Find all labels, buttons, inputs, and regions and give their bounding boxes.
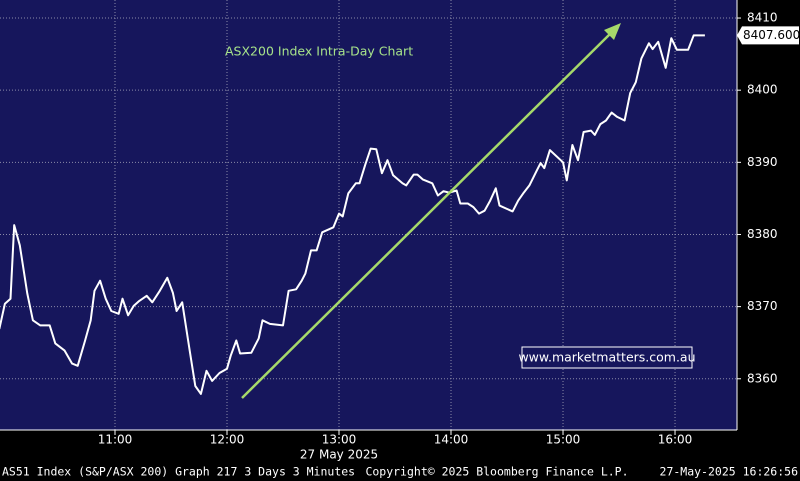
trend-arrow	[241, 31, 613, 399]
x-tick-label: 14:00	[434, 433, 469, 447]
chart-title: ASX200 Index Intra-Day Chart	[225, 44, 413, 59]
x-tick-label: 13:00	[322, 433, 357, 447]
x-tick-label: 16:00	[658, 433, 693, 447]
y-tick-label: 8390	[747, 155, 778, 169]
footer-center: Copyright© 2025 Bloomberg Finance L.P.	[365, 465, 628, 479]
y-tick-label: 8370	[747, 299, 778, 313]
footer-left: AS51 Index (S&P/ASX 200) Graph 217 3 Day…	[2, 465, 355, 479]
footer-right: 27-May-2025 16:26:56	[660, 465, 799, 479]
x-tick-label: 15:00	[546, 433, 581, 447]
y-tick-label: 8360	[747, 371, 778, 385]
y-tick-label: 8410	[747, 11, 778, 25]
marks	[0, 34, 705, 395]
last-price-label: 8407.600	[743, 28, 800, 42]
x-tick-label: 12:00	[210, 433, 245, 447]
price-line	[0, 34, 705, 395]
y-tick-label: 8400	[747, 83, 778, 97]
date-label: 27 May 2025	[300, 448, 378, 462]
y-tick-label: 8380	[747, 227, 778, 241]
last-price-tag	[737, 26, 799, 45]
arrow-head	[604, 23, 621, 40]
watermark-box	[521, 346, 693, 369]
watermark: www.marketmatters.com.au	[518, 350, 695, 365]
x-tick-label: 11:00	[98, 433, 133, 447]
